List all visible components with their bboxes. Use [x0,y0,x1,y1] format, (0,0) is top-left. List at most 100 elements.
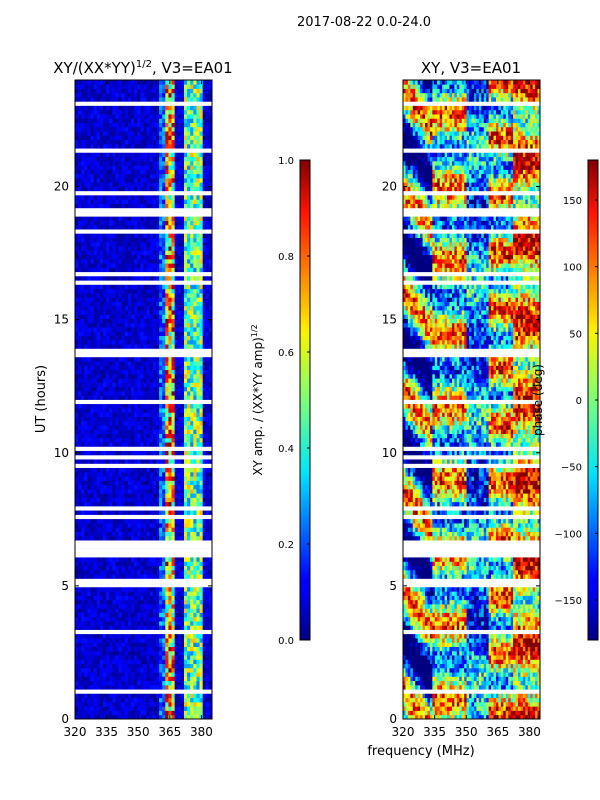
heatmap-cell [174,258,179,264]
heatmap-cell [190,173,194,179]
heatmap-cell [78,199,82,204]
heatmap-cell [187,258,191,264]
heatmap-cell [90,275,95,281]
heatmap-cell [137,710,141,716]
heatmap-cell [112,608,116,613]
heatmap-cell [93,139,98,145]
heatmap-cell [84,608,88,613]
heatmap-cell [121,237,126,243]
heatmap-cell [168,493,172,498]
heatmap-cell [99,305,104,311]
heatmap-cell [208,693,212,699]
heatmap-cell [199,254,204,260]
heatmap-cell [90,672,95,677]
heatmap-cell [93,595,98,601]
heatmap-cell [96,433,101,439]
heatmap-cell [193,655,197,660]
heatmap-cell [149,603,154,609]
heatmap-cell [127,335,132,341]
heatmap-cell [115,476,119,481]
heatmap-cell [196,655,200,660]
heatmap-cell [155,169,160,175]
heatmap-cell [180,680,185,686]
heatmap-cell [103,672,107,677]
heatmap-cell [140,701,144,707]
heatmap-cell [112,603,116,609]
heatmap-cell [90,616,95,622]
heatmap-cell [208,638,212,643]
heatmap-cell [103,199,107,204]
heatmap-cell [171,697,176,703]
heatmap-cell [168,224,172,230]
heatmap-cell [177,305,182,311]
heatmap-cell [146,390,151,396]
heatmap-cell [180,143,185,149]
heatmap-cell [121,160,126,166]
heatmap-cell [205,476,210,481]
heatmap-cell [143,574,148,579]
heatmap-cell [159,693,163,699]
heatmap-cell [162,199,166,204]
heatmap-cell [174,182,179,187]
heatmap-cell [174,633,179,639]
heatmap-cell [193,621,197,626]
heatmap-cell [112,638,116,643]
heatmap-cell [143,152,148,158]
heatmap-cell [121,642,126,647]
heatmap-cell [183,152,188,158]
heatmap-cell [112,531,116,537]
heatmap-cell [93,591,98,596]
heatmap-cell [115,659,119,665]
heatmap-cell [196,450,200,456]
heatmap-cell [202,263,207,268]
heatmap-cell [149,501,154,507]
heatmap-cell [81,676,85,682]
heatmap-cell [205,301,210,307]
heatmap-cell [140,250,144,256]
heatmap-cell [134,182,138,187]
heatmap-cell [208,305,212,311]
heatmap-cell [84,565,88,571]
heatmap-cell [112,322,116,328]
heatmap-cell [168,701,172,707]
heatmap-cell [127,531,132,537]
heatmap-cell [165,416,169,422]
heatmap-cell [115,186,119,192]
heatmap-cell [106,169,110,175]
heatmap-cell [134,425,138,430]
heatmap-cell [174,275,179,281]
heatmap-cell [140,361,144,366]
heatmap-cell [134,403,138,409]
heatmap-cell [81,156,85,162]
heatmap-cell [75,216,79,221]
heatmap-cell [81,169,85,175]
heatmap-cell [146,701,151,707]
heatmap-cell [103,160,107,166]
heatmap-cell [137,199,141,204]
heatmap-cell [137,301,141,307]
heatmap-cell [162,633,166,639]
heatmap-cell [78,182,82,187]
heatmap-cell [124,706,129,711]
heatmap-cell [121,429,126,434]
heatmap-cell [190,412,194,417]
heatmap-cell [87,318,91,324]
heatmap-cell [177,293,182,298]
heatmap-cell [137,493,141,498]
heatmap-cell [171,510,176,515]
heatmap-cell [208,322,212,328]
heatmap-cell [103,442,107,447]
heatmap-cell [99,139,104,145]
heatmap-cell [193,403,197,409]
heatmap-cell [103,365,107,371]
heatmap-cell [140,459,144,464]
heatmap-cell [140,297,144,302]
heatmap-cell [93,621,98,626]
heatmap-cell [143,599,148,605]
heatmap-cell [196,275,200,281]
heatmap-cell [165,403,169,409]
heatmap-cell [208,697,212,703]
heatmap-cell [155,263,160,268]
heatmap-cell [87,480,91,486]
heatmap-cell [143,531,148,537]
